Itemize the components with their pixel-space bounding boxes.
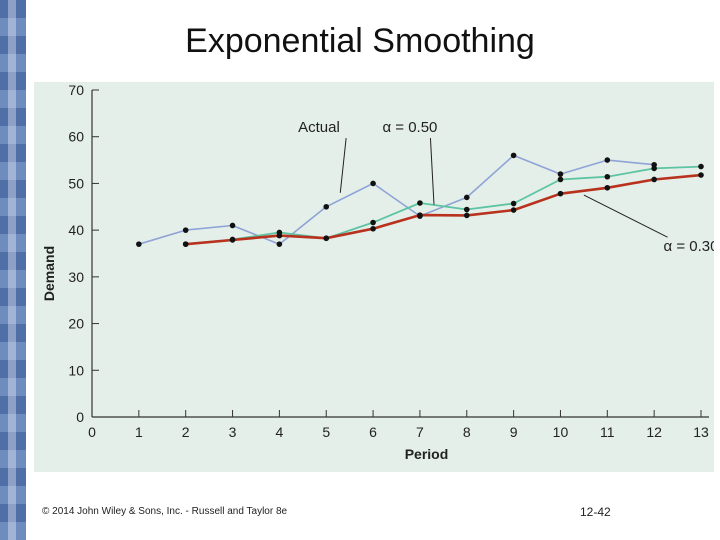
series-line-alpha50: [185, 165, 702, 246]
data-point-alpha50: [557, 176, 564, 183]
series-line-alpha30: [185, 173, 702, 246]
data-point-alpha50: [370, 219, 376, 226]
data-point-actual: [229, 222, 236, 229]
annotation-label-alpha50: α = 0.50: [382, 119, 437, 136]
x-tick-label: 9: [510, 424, 518, 440]
x-tick-label: 2: [182, 424, 190, 440]
data-point-alpha50: [604, 173, 611, 180]
x-tick-label: 8: [463, 424, 471, 440]
data-point-actual: [136, 241, 142, 247]
copyright-footer: © 2014 John Wiley & Sons, Inc. - Russell…: [42, 506, 288, 517]
x-tick-label: 3: [229, 424, 237, 440]
x-tick-label: 0: [88, 424, 96, 440]
y-tick-label: 0: [76, 409, 84, 425]
y-tick-label: 70: [68, 82, 84, 98]
data-point-alpha30: [370, 225, 376, 232]
x-tick-label: 4: [275, 424, 283, 440]
page-title: Exponential Smoothing: [185, 22, 535, 60]
x-tick-label: 6: [369, 424, 377, 440]
chart-panel: 0 10 20 30 40 50 60 70 0 1 2 3 4 5 6 7 8 9 10 11 12 13 Period D…: [34, 82, 714, 472]
x-tick-label: 12: [646, 424, 662, 440]
annotation-leader-alpha30: [583, 194, 668, 238]
slide-number: 12-42: [580, 505, 611, 519]
data-point-actual: [463, 194, 470, 201]
y-axis-label: Demand: [41, 246, 57, 301]
data-point-alpha30: [463, 212, 470, 219]
y-tick-label: 50: [68, 175, 84, 191]
data-point-alpha30: [276, 232, 283, 239]
annotation-leader-actual: [339, 137, 347, 193]
y-tick-label: 20: [68, 316, 84, 332]
y-tick-label: 30: [68, 269, 84, 285]
data-point-alpha50: [510, 200, 517, 207]
annotation-leader-alpha50: [429, 138, 435, 205]
x-tick-label: 13: [693, 424, 709, 440]
data-point-alpha30: [651, 176, 657, 183]
x-tick-label: 1: [135, 424, 143, 440]
x-tick-label: 10: [553, 424, 569, 440]
y-tick-label: 40: [68, 222, 84, 238]
y-tick-label: 60: [68, 129, 84, 145]
data-point-alpha50: [417, 200, 423, 206]
data-point-alpha30: [604, 184, 611, 191]
data-point-alpha30: [417, 212, 423, 218]
data-point-alpha30: [698, 172, 704, 178]
data-point-alpha30: [182, 241, 189, 247]
data-point-alpha30: [557, 190, 564, 197]
data-point-actual: [510, 152, 517, 159]
annotation-label-actual: Actual: [298, 119, 340, 136]
data-point-actual: [370, 180, 376, 187]
side-decoration-band: [0, 0, 26, 540]
data-point-alpha50: [463, 206, 470, 213]
x-tick-label: 7: [416, 424, 424, 440]
series-line-actual: [138, 154, 655, 245]
data-point-alpha50: [651, 165, 657, 172]
y-tick-label: 10: [68, 362, 84, 378]
annotation-label-alpha30: α = 0.30: [664, 238, 714, 255]
x-tick-label: 5: [322, 424, 330, 440]
data-point-alpha50: [698, 163, 704, 170]
data-point-actual: [323, 203, 330, 210]
data-point-actual: [182, 227, 189, 233]
data-point-alpha30: [510, 207, 517, 213]
x-axis-label: Period: [405, 446, 449, 462]
data-point-actual: [604, 157, 611, 163]
x-tick-label: 11: [600, 424, 615, 440]
data-point-alpha30: [323, 235, 330, 241]
data-point-actual: [276, 241, 283, 247]
data-point-alpha30: [229, 237, 236, 243]
data-point-actual: [557, 171, 564, 177]
